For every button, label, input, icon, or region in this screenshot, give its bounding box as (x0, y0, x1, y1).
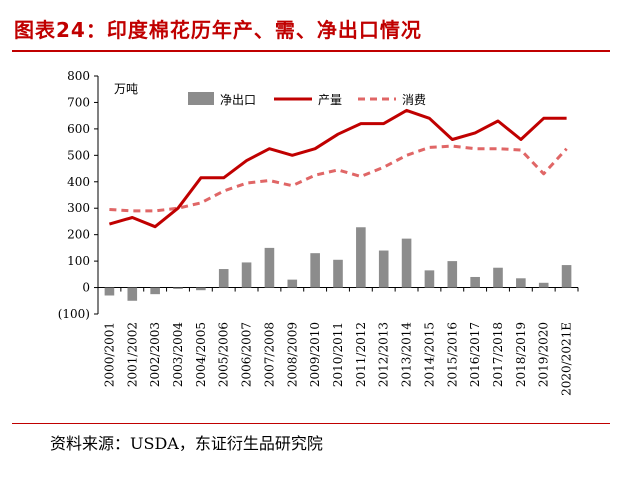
legend-label-consumption: 消费 (402, 93, 426, 107)
bar-net-export (424, 270, 435, 288)
x-tick-label: 2011/2012 (354, 322, 368, 387)
bar-net-export (516, 278, 526, 288)
y-tick-label: 700 (67, 95, 90, 109)
x-tick-label: 2013/2014 (400, 322, 414, 387)
x-tick-label: 2000/2001 (102, 322, 116, 387)
x-tick-label: 2014/2015 (422, 322, 436, 387)
legend-label-net-export: 净出口 (220, 93, 256, 107)
bar-net-export (310, 253, 320, 288)
bar-net-export (150, 287, 160, 295)
bar-net-export (447, 261, 458, 288)
bar-net-export (287, 279, 298, 288)
y-tick-label: 200 (67, 228, 90, 242)
bar-net-export (241, 262, 252, 288)
x-tick-label: 2016/2017 (468, 322, 482, 387)
x-tick-label: 2006/2007 (240, 322, 254, 387)
x-tick-label: 2009/2010 (308, 322, 322, 387)
bar-net-export (356, 227, 366, 288)
bar-net-export (378, 250, 389, 288)
x-tick-label: 2008/2009 (285, 322, 299, 387)
x-tick-label: 2018/2019 (514, 322, 528, 387)
line-consumption (109, 144, 568, 213)
x-tick-label: 2005/2006 (217, 322, 231, 387)
x-tick-label: 2002/2003 (148, 322, 162, 387)
chart-title: 图表24：印度棉花历年产、需、净出口情况 (14, 18, 422, 42)
bar-net-export (333, 259, 343, 288)
bar-net-export (104, 287, 115, 296)
line-production (108, 108, 567, 229)
y-tick-label: 500 (67, 148, 90, 162)
title-divider (12, 50, 610, 52)
bar-net-export (493, 267, 503, 288)
bar-net-export (173, 287, 183, 289)
x-tick-label: 2010/2011 (331, 322, 345, 387)
y-tick-label: 400 (67, 175, 90, 189)
bar-net-export (561, 265, 572, 288)
y-tick-label: 100 (67, 254, 90, 268)
bar-net-export (127, 287, 138, 301)
x-tick-label: 2019/2020 (537, 322, 551, 387)
y-tick-label: 300 (67, 201, 90, 215)
source-divider (12, 423, 610, 424)
unit-label: 万吨 (114, 82, 138, 96)
bar-net-export (470, 276, 480, 288)
bar-net-export (218, 269, 229, 288)
x-tick-label: 2017/2018 (491, 322, 505, 387)
bar-net-export (264, 247, 275, 288)
legend-label-production: 产量 (318, 93, 342, 107)
y-tick-label: 800 (67, 69, 90, 83)
x-tick-label: 2003/2004 (171, 322, 185, 387)
bar-net-export (538, 282, 549, 288)
legend-swatch-net-export (188, 92, 214, 105)
x-tick-label: 2015/2016 (445, 322, 459, 387)
y-tick-label: (100) (58, 307, 90, 321)
y-tick-label: 600 (67, 122, 90, 136)
x-tick-label: 2004/2005 (194, 322, 208, 387)
source-note: 资料来源：USDA，东证衍生品研究院 (50, 434, 323, 453)
x-tick-label: 2007/2008 (262, 322, 276, 387)
x-tick-label: 2012/2013 (377, 322, 391, 387)
bar-net-export (196, 287, 206, 291)
x-tick-label: 2001/2002 (125, 322, 139, 387)
chart: 800 700 600 500 400 300 200 100 0 (100) 万吨 2000/200… (58, 69, 579, 396)
bar-net-export (401, 238, 412, 288)
x-tick-label: 2020/2021E (560, 322, 574, 396)
y-tick-label: 0 (82, 281, 90, 295)
